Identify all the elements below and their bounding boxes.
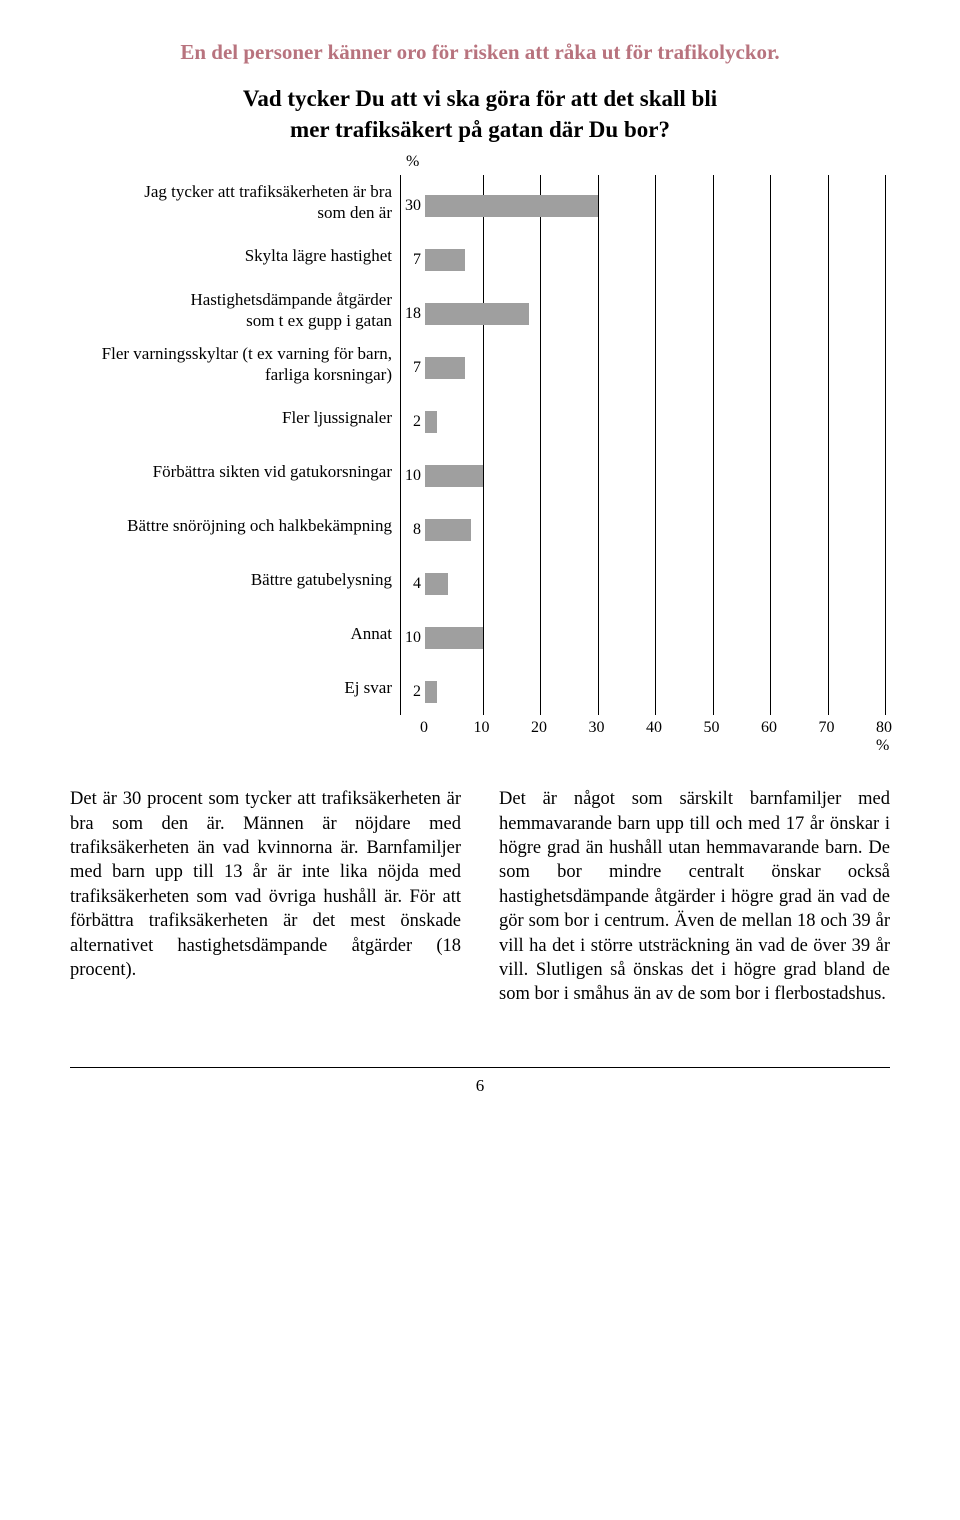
chart-bar-row: 4 xyxy=(401,573,448,595)
chart-category-label: Skylta lägre hastighet xyxy=(70,229,400,283)
chart-value-label: 10 xyxy=(401,629,425,647)
question-line1: Vad tycker Du att vi ska göra för att de… xyxy=(243,86,717,111)
chart-x-tick: 30 xyxy=(589,719,605,737)
chart-bar xyxy=(425,411,437,433)
chart-x-tick: 20 xyxy=(531,719,547,737)
chart-bar-row: 10 xyxy=(401,627,483,649)
chart-category-label: Hastighetsdämpande åtgärdersom t ex gupp… xyxy=(70,283,400,337)
chart-bar xyxy=(425,195,598,217)
page-number: 6 xyxy=(476,1076,485,1095)
chart-category-label: Bättre gatubelysning xyxy=(70,553,400,607)
chart-gridline xyxy=(713,175,714,715)
chart: Jag tycker att trafiksäkerheten är braso… xyxy=(70,175,890,747)
chart-x-tick: 40 xyxy=(646,719,662,737)
body-left-column: Det är 30 procent som tycker att trafiks… xyxy=(70,787,461,1007)
chart-category-label: Bättre snöröjning och halkbekämpning xyxy=(70,499,400,553)
chart-value-label: 18 xyxy=(401,305,425,323)
chart-value-label: 30 xyxy=(401,197,425,215)
chart-category-label: Fler varningsskyltar (t ex varning för b… xyxy=(70,337,400,391)
chart-gridline xyxy=(828,175,829,715)
chart-category-label: Ej svar xyxy=(70,661,400,715)
chart-bar-row: 18 xyxy=(401,303,529,325)
chart-bar xyxy=(425,519,471,541)
chart-bar-row: 10 xyxy=(401,465,483,487)
chart-value-label: 10 xyxy=(401,467,425,485)
chart-gridline xyxy=(885,175,886,715)
chart-bar xyxy=(425,627,483,649)
chart-plot-column: % 30718721084102 01020304050607080 % xyxy=(400,175,890,747)
chart-category-label: Annat xyxy=(70,607,400,661)
chart-value-label: 8 xyxy=(401,521,425,539)
chart-labels-column: Jag tycker att trafiksäkerheten är braso… xyxy=(70,175,400,747)
chart-bar xyxy=(425,303,529,325)
chart-category-label: Förbättra sikten vid gatukorsningar xyxy=(70,445,400,499)
chart-x-axis: 01020304050607080 % xyxy=(400,719,890,747)
chart-value-label: 7 xyxy=(401,359,425,377)
chart-bar xyxy=(425,357,465,379)
chart-plot-area: 30 7 18 7 2 10 8 4 10 2 xyxy=(400,175,890,715)
chart-bar-row: 8 xyxy=(401,519,471,541)
chart-x-tick: 60 xyxy=(761,719,777,737)
question-title: Vad tycker Du att vi ska göra för att de… xyxy=(70,83,890,145)
chart-category-label: Fler ljussignaler xyxy=(70,391,400,445)
chart-gridline xyxy=(483,175,484,715)
chart-gridline xyxy=(540,175,541,715)
page-footer: 6 xyxy=(70,1067,890,1096)
body-right-column: Det är något som särskilt barnfamiljer m… xyxy=(499,787,890,1007)
chart-bar xyxy=(425,465,483,487)
chart-x-tick: 50 xyxy=(704,719,720,737)
chart-value-label: 2 xyxy=(401,413,425,431)
chart-x-tick: 10 xyxy=(474,719,490,737)
chart-x-tick: 80 % xyxy=(876,719,892,755)
question-line2: mer trafiksäkert på gatan där Du bor? xyxy=(290,117,670,142)
chart-value-label: 4 xyxy=(401,575,425,593)
chart-bar-row: 2 xyxy=(401,681,437,703)
percent-symbol: % xyxy=(406,153,419,171)
chart-category-label: Jag tycker att trafiksäkerheten är braso… xyxy=(70,175,400,229)
chart-bar xyxy=(425,573,448,595)
chart-value-label: 7 xyxy=(401,251,425,269)
chart-gridline xyxy=(655,175,656,715)
chart-value-label: 2 xyxy=(401,683,425,701)
supertitle: En del personer känner oro för risken at… xyxy=(70,40,890,65)
chart-bar xyxy=(425,681,437,703)
chart-x-tick: 70 xyxy=(819,719,835,737)
chart-bar xyxy=(425,249,465,271)
chart-bar-row: 7 xyxy=(401,249,465,271)
body-text: Det är 30 procent som tycker att trafiks… xyxy=(70,787,890,1007)
chart-gridline xyxy=(770,175,771,715)
chart-gridline xyxy=(598,175,599,715)
chart-bar-row: 7 xyxy=(401,357,465,379)
chart-bar-row: 30 xyxy=(401,195,598,217)
chart-x-tick: 0 xyxy=(420,719,428,737)
chart-bar-row: 2 xyxy=(401,411,437,433)
